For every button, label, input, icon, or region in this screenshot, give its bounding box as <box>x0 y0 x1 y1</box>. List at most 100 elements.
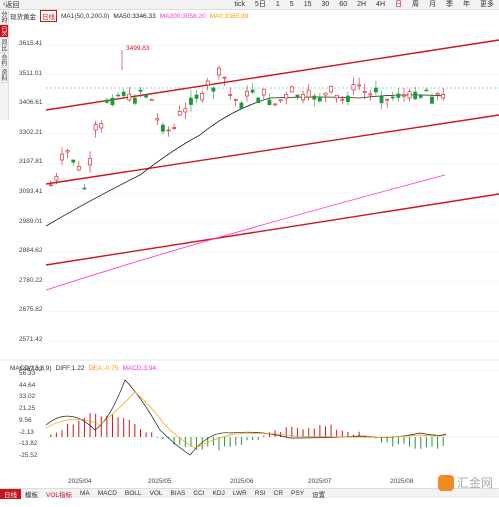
tab-2[interactable]: 1 <box>275 1 280 8</box>
price-tick: 3406.61 <box>19 99 43 107</box>
candle-body <box>82 187 87 190</box>
indicator-3[interactable]: MA <box>80 490 90 497</box>
candle-body <box>301 94 305 101</box>
tab-14[interactable]: 更多 <box>480 1 494 8</box>
candle-body <box>430 96 434 104</box>
channel-upper <box>45 39 499 111</box>
macd-tick: -25.52 <box>19 451 38 459</box>
indicator-12[interactable]: CR <box>273 490 284 497</box>
tab-10[interactable]: 周 <box>412 1 419 8</box>
tab-11[interactable]: 月 <box>429 1 436 8</box>
tab-8[interactable]: 4H <box>376 1 385 8</box>
macd-value: MACD:3.94 <box>122 365 157 372</box>
top-toolbar: ‹ 返回 tick 5日 1 5 15 30 60 2H 4H 日周月季年更多 <box>0 0 499 10</box>
macd-title[interactable]: MACD(13,8,9) <box>10 365 52 372</box>
candle-body <box>256 97 261 103</box>
candle-body <box>329 85 333 93</box>
candle-body <box>121 91 126 97</box>
candle-body <box>183 108 188 113</box>
indicator-11[interactable]: RSI <box>254 490 266 497</box>
candle-body <box>306 89 311 98</box>
watermark: 汇金网 <box>437 474 493 491</box>
tab-12[interactable]: 季 <box>446 1 453 8</box>
price-tick: 3302.21 <box>19 128 43 136</box>
tab-4[interactable]: 15 <box>303 1 312 8</box>
period-badge[interactable]: 日线 <box>40 10 57 22</box>
tab-1[interactable]: 5日 <box>254 1 266 8</box>
candle-body <box>132 97 137 104</box>
tab-6[interactable]: 60 <box>339 1 348 8</box>
indicator-1[interactable]: 模板 <box>25 491 38 499</box>
candle-body <box>284 93 289 99</box>
candle-body <box>340 98 345 101</box>
candle-body <box>239 102 244 109</box>
candle-body <box>435 93 440 96</box>
candle-body <box>362 91 367 93</box>
candle-body <box>177 111 182 116</box>
candle-body <box>407 91 412 99</box>
ma200-value: MA200:3058.20 <box>159 12 206 20</box>
macd-tick: -2.13 <box>19 428 34 436</box>
price-tick: 3511.01 <box>19 69 43 77</box>
price-tick: 3093.41 <box>19 188 43 195</box>
candle-body <box>144 94 148 98</box>
indicator-14[interactable]: 设置 <box>312 491 326 499</box>
indicator-5[interactable]: BOLL <box>124 490 142 497</box>
tab-9[interactable]: 日 <box>395 1 402 8</box>
ma-settings[interactable]: MA1(50,0,200,0) <box>61 12 110 20</box>
indicator-bar: 日线 模板 VOL指标 MA MACD BOLL VOL BIAS CCI KDJ LWR RSI CR… <box>0 488 499 499</box>
indicator-0[interactable]: 日线 <box>0 488 21 499</box>
back-button[interactable]: ‹ 返回 <box>3 1 20 9</box>
indicator-2[interactable]: VOL指标 <box>46 491 73 499</box>
candle-body <box>138 89 143 92</box>
price-tick: 3615.41 <box>19 40 43 47</box>
candle-body <box>211 87 216 92</box>
candle-body <box>127 93 132 101</box>
time-tick: 2025/08 <box>390 478 414 485</box>
macd-legend: MACD(13,8,9) DIFF:1.22 DEA:-0.75 MACD:3.… <box>10 365 156 372</box>
candle-body <box>233 99 238 101</box>
tab-5[interactable]: 30 <box>321 1 330 8</box>
candle-body <box>261 88 266 96</box>
price-tick: 2571.42 <box>19 336 43 343</box>
tab-13[interactable]: 年 <box>463 1 470 8</box>
candle-body <box>99 123 104 129</box>
candle-body <box>149 99 154 101</box>
candle-body <box>424 89 429 92</box>
tab-3[interactable]: 5 <box>289 1 294 8</box>
candle-body <box>60 153 64 161</box>
candle-body <box>93 124 98 131</box>
candle-body <box>205 80 210 86</box>
candle-body <box>217 67 221 76</box>
sidebar-item-2[interactable]: 同比 <box>0 39 8 54</box>
price-tick: 2884.62 <box>19 247 43 255</box>
macd-tick: 9.56 <box>19 416 32 424</box>
sidebar-item-1[interactable]: 日K <box>0 25 8 39</box>
sidebar-item-3[interactable]: 合约 <box>0 54 8 69</box>
candle-body <box>161 124 165 132</box>
tab-0[interactable]: tick <box>234 1 245 8</box>
tab-7[interactable]: 2H <box>357 1 367 8</box>
indicator-10[interactable]: LWR <box>232 490 247 497</box>
macd-tick: -13.82 <box>19 440 38 448</box>
candle-body <box>267 99 272 105</box>
indicator-8[interactable]: CCI <box>193 490 205 497</box>
indicator-7[interactable]: BIAS <box>170 490 186 497</box>
time-tick: 2025/04 <box>68 478 92 485</box>
candle-body <box>245 90 249 97</box>
indicator-13[interactable]: PSY <box>291 490 305 497</box>
price-tick: 2989.01 <box>19 217 43 225</box>
sidebar-item-0[interactable]: 分时 <box>0 11 8 25</box>
indicator-6[interactable]: VOL <box>149 490 163 497</box>
price-tick: 2675.82 <box>19 306 43 314</box>
macd-tick: 33.02 <box>19 393 36 401</box>
indicator-9[interactable]: KDJ <box>212 490 225 497</box>
candle-body <box>222 76 227 79</box>
candle-body <box>368 93 373 96</box>
candle-body <box>312 95 317 100</box>
candle-body <box>289 86 294 93</box>
indicator-4[interactable]: MACD <box>97 490 117 497</box>
sidebar-item-4[interactable]: 资料 <box>0 69 8 84</box>
logo-icon <box>437 474 454 491</box>
